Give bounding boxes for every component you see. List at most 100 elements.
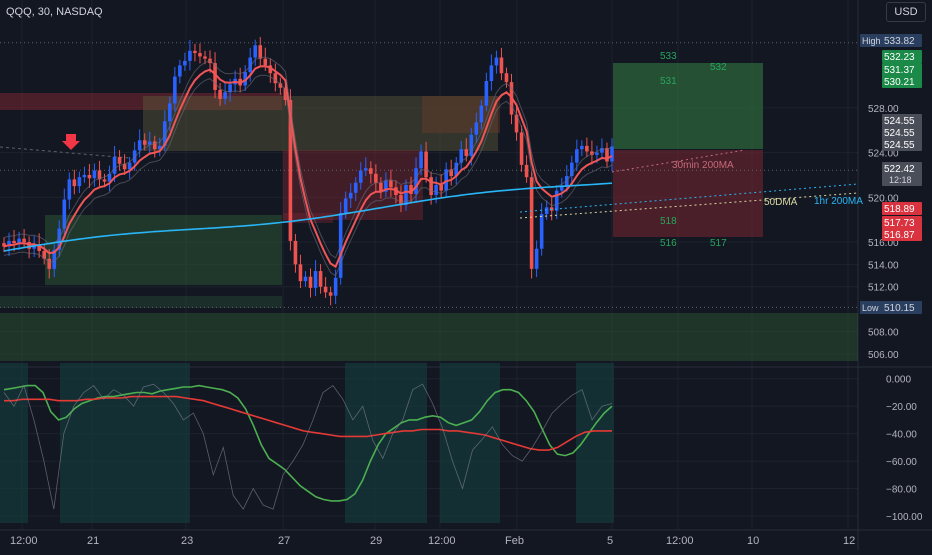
- candle-body: [198, 53, 202, 57]
- candle-body: [590, 151, 594, 155]
- symbol-title: QQQ, 30, NASDAQ: [6, 6, 103, 18]
- candle-body: [605, 148, 609, 162]
- time-tick-label: 12:00: [428, 535, 456, 547]
- annotation-label: 1hr 200MA: [814, 196, 863, 207]
- candle-body: [82, 174, 87, 178]
- candle-body: [514, 114, 519, 133]
- candle-body: [142, 140, 147, 145]
- session-shade: [345, 363, 427, 523]
- candle-body: [595, 152, 599, 155]
- candle-body: [137, 140, 142, 151]
- time-tick-label: 21: [87, 535, 99, 547]
- currency-button[interactable]: USD: [886, 2, 926, 22]
- price-tag: [882, 162, 922, 186]
- price-tag-value: 524.55: [884, 128, 915, 139]
- price-tag: [882, 228, 922, 241]
- candle-body: [449, 169, 454, 177]
- price-tag: [882, 301, 922, 314]
- candle-body: [218, 89, 222, 99]
- candle-body: [494, 57, 499, 66]
- candle-body: [67, 179, 72, 200]
- ema-line: [3, 65, 613, 269]
- candle-body: [353, 182, 358, 193]
- candle-body: [358, 170, 363, 183]
- candle-body: [288, 100, 293, 241]
- candle-body: [389, 180, 393, 188]
- candle-body: [62, 199, 67, 229]
- signal-arrow: [62, 134, 80, 150]
- candle-body: [132, 150, 137, 163]
- candle-body: [37, 244, 41, 251]
- price-tag: [882, 138, 922, 151]
- candle-body: [434, 184, 438, 196]
- annotation-label: 518: [660, 216, 677, 227]
- osc-tick-label: −80.00: [886, 485, 917, 496]
- price-tick-label: 520.00: [868, 193, 899, 204]
- price-tag-value: 517.73: [884, 218, 915, 229]
- price-tag: [882, 202, 922, 215]
- price-tag: [882, 50, 922, 63]
- oscillator-line: [3, 383, 613, 510]
- price-tag-value: 531.37: [884, 65, 915, 76]
- time-tick-label: Feb: [505, 535, 524, 547]
- candle-body: [323, 286, 328, 293]
- candle-body: [600, 148, 604, 153]
- candle-body: [529, 177, 534, 269]
- candle-body: [72, 179, 77, 187]
- price-tag-value: 516.87: [884, 230, 915, 241]
- osc-tick-label: −40.00: [886, 430, 917, 441]
- time-tick-label: 12: [843, 535, 855, 547]
- candle-body: [112, 157, 117, 174]
- candle-body: [57, 228, 62, 250]
- candle-body: [258, 45, 263, 59]
- candle-body: [127, 162, 132, 170]
- zone-box: [613, 150, 763, 237]
- candle-body: [268, 65, 273, 74]
- candle-body: [459, 149, 464, 163]
- price-tag: [882, 126, 922, 139]
- annotation-label: 531: [660, 76, 677, 87]
- price-tick-label: 514.00: [868, 260, 899, 271]
- level-label: High: [862, 36, 881, 46]
- candle-body: [575, 149, 579, 163]
- candle-body: [580, 145, 584, 150]
- candle-body: [444, 169, 448, 191]
- candle-body: [12, 240, 16, 244]
- candle-body: [399, 195, 403, 206]
- ma1h-projection: [519, 183, 859, 213]
- price-tag-value: 518.89: [884, 204, 915, 215]
- candle-body: [369, 168, 373, 174]
- candle-body: [213, 63, 217, 90]
- candle-body: [162, 121, 167, 146]
- candle-body: [117, 157, 122, 164]
- candle-body: [439, 184, 443, 191]
- candle-body: [313, 271, 318, 288]
- time-tick-label: 12:00: [10, 535, 38, 547]
- candle-body: [489, 65, 494, 82]
- candle-body: [554, 190, 559, 211]
- zone-box: [0, 93, 282, 110]
- annotation-label: 532: [710, 62, 727, 73]
- price-tick-label: 524.00: [868, 149, 899, 160]
- price-tick-label: 528.00: [868, 104, 899, 115]
- price-tick-label: 516.00: [868, 238, 899, 249]
- ma50d-projection: [519, 192, 859, 219]
- candle-body: [283, 87, 288, 101]
- candle-body: [193, 50, 197, 54]
- candle-body: [539, 214, 544, 249]
- candle-body: [524, 164, 529, 178]
- candle-body: [173, 76, 177, 104]
- osc-tick-label: 0.000: [886, 375, 911, 386]
- candle-body: [379, 182, 383, 192]
- candle-body: [519, 132, 524, 165]
- time-tick-label: 5: [607, 535, 613, 547]
- level-label-box: [860, 301, 882, 314]
- time-tick-label: 27: [278, 535, 290, 547]
- trend-line: [0, 146, 131, 159]
- candle-body: [454, 162, 459, 177]
- oscillator-line: [3, 384, 613, 502]
- candle-body: [228, 84, 232, 93]
- candle-body: [183, 60, 187, 66]
